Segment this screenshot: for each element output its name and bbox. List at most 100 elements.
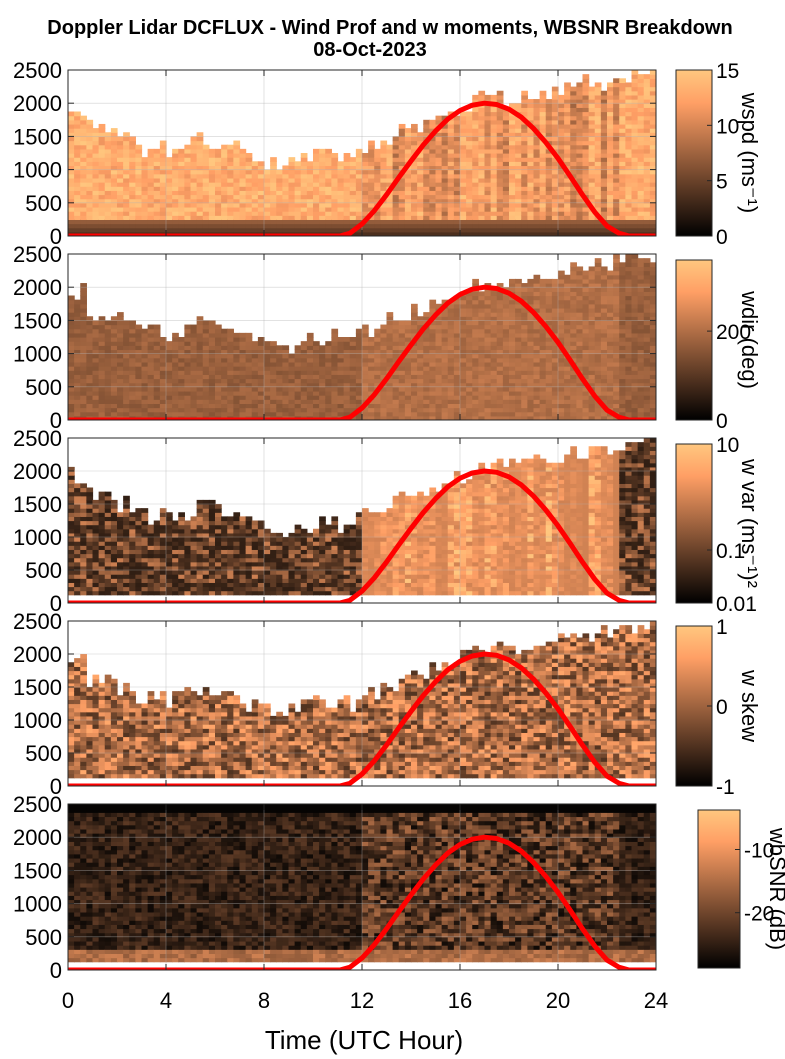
heatmap-cell: [582, 411, 590, 417]
heatmap-cell: [135, 153, 143, 158]
heatmap-cell: [527, 390, 535, 396]
heatmap-cell: [515, 107, 522, 113]
heatmap-cell: [92, 169, 100, 175]
heatmap-cell: [533, 198, 541, 204]
heatmap-cell: [196, 332, 204, 338]
heatmap-cell: [484, 107, 492, 113]
heatmap-cell: [447, 219, 455, 225]
heatmap-cell: [166, 353, 173, 359]
heatmap-cell: [392, 215, 400, 220]
heatmap-cell: [582, 115, 590, 121]
heatmap-cell: [184, 190, 192, 196]
heatmap-cell: [282, 173, 290, 179]
heatmap-cell: [515, 303, 522, 309]
heatmap-cell: [221, 403, 228, 409]
heatmap-cell: [110, 395, 118, 400]
heatmap-cell: [447, 386, 455, 392]
heatmap-cell: [343, 390, 351, 396]
heatmap-cell: [600, 303, 608, 309]
heatmap-cell: [337, 182, 345, 187]
heatmap-cell: [533, 107, 541, 113]
heatmap-cell: [392, 399, 400, 404]
heatmap-cell: [196, 337, 204, 342]
heatmap-cell: [294, 407, 302, 413]
heatmap-cell: [245, 382, 253, 388]
heatmap-cell: [184, 390, 192, 396]
heatmap-cell: [502, 148, 510, 154]
heatmap-cell: [233, 190, 241, 196]
heatmap-cell: [453, 403, 461, 409]
heatmap-cell: [68, 366, 75, 371]
heatmap-cell: [496, 173, 504, 179]
heatmap-cell: [435, 411, 443, 417]
heatmap-cell: [123, 177, 130, 183]
heatmap-cell: [502, 307, 510, 313]
heatmap-cell: [496, 295, 504, 301]
heatmap-cell: [270, 206, 277, 212]
heatmap-cell: [380, 169, 388, 175]
heatmap-cell: [178, 223, 185, 229]
heatmap-cell: [429, 140, 437, 146]
heatmap-cell: [490, 148, 498, 154]
heatmap-cell: [502, 395, 510, 400]
heatmap-cell: [245, 161, 253, 167]
heatmap-cell: [110, 190, 118, 196]
heatmap-cell: [129, 411, 136, 417]
heatmap-cell: [460, 148, 467, 154]
heatmap-cell: [607, 190, 614, 196]
heatmap-cell: [613, 382, 620, 388]
heatmap-cell: [539, 353, 547, 359]
heatmap-cell: [594, 390, 602, 396]
heatmap-cell: [92, 332, 100, 338]
heatmap-cell: [92, 349, 100, 355]
heatmap-cell: [539, 202, 547, 208]
heatmap-cell: [386, 177, 394, 183]
heatmap-cell: [294, 399, 302, 404]
heatmap-cell: [570, 374, 577, 380]
heatmap-cell: [110, 169, 118, 175]
heatmap-cell: [147, 332, 155, 338]
heatmap-cell: [533, 231, 541, 236]
heatmap-cell: [429, 211, 437, 216]
heatmap-cell: [649, 78, 656, 84]
heatmap-cell: [92, 153, 100, 158]
heatmap-cell: [215, 370, 222, 375]
heatmap-cell: [104, 341, 112, 346]
heatmap-cell: [80, 349, 87, 355]
heatmap-cell: [515, 128, 522, 133]
heatmap-cell: [86, 211, 94, 216]
heatmap-cell: [576, 161, 584, 167]
heatmap-cell: [502, 320, 510, 326]
heatmap-cell: [380, 177, 388, 183]
heatmap-cell: [423, 128, 430, 133]
heatmap-cell: [110, 407, 118, 413]
heatmap-cell: [374, 415, 381, 420]
heatmap-cell: [288, 390, 296, 396]
heatmap-cell: [460, 223, 467, 229]
heatmap-cell: [600, 148, 608, 154]
heatmap-cell: [570, 186, 577, 191]
heatmap-cell: [551, 165, 559, 171]
heatmap-cell: [502, 403, 510, 409]
heatmap-cell: [423, 378, 430, 384]
heatmap-cell: [411, 357, 418, 363]
heatmap-cell: [98, 316, 106, 321]
heatmap-cell: [613, 153, 620, 158]
heatmap-cell: [558, 136, 565, 142]
heatmap-cell: [490, 324, 498, 330]
heatmap-cell: [539, 153, 547, 158]
heatmap-cell: [313, 345, 320, 351]
heatmap-cell: [153, 345, 161, 351]
heatmap-cell: [558, 99, 565, 104]
heatmap-cell: [68, 198, 75, 204]
heatmap-cell: [190, 332, 198, 338]
heatmap-cell: [417, 190, 424, 196]
heatmap-cell: [374, 349, 381, 355]
heatmap-cell: [545, 206, 553, 212]
heatmap-cell: [607, 378, 614, 384]
heatmap-cell: [472, 374, 479, 380]
heatmap-cell: [104, 395, 112, 400]
heatmap-cell: [631, 123, 639, 129]
heatmap-cell: [398, 202, 406, 208]
heatmap-cell: [141, 186, 149, 191]
